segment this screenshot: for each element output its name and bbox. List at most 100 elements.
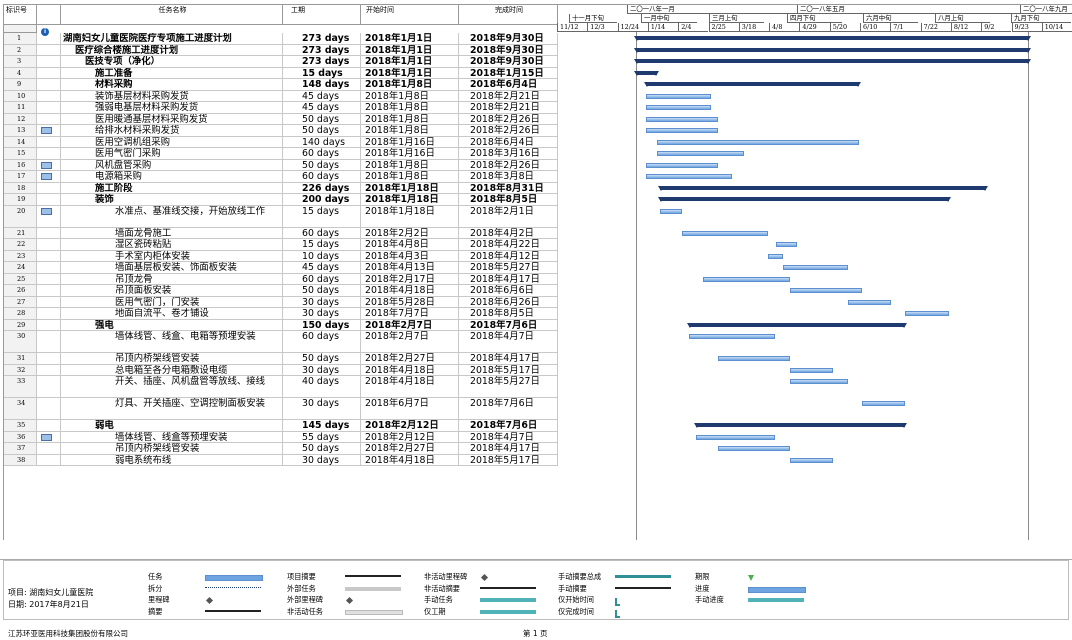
task-name[interactable]: 电源箱采购 (61, 171, 283, 182)
task-row[interactable]: 33 开关、插座、风机盘管等放线、接线 40 days 2018年4月18日 2018年… (4, 376, 558, 398)
task-row[interactable]: 32 总电箱至各分电箱敷设电缆 30 days 2018年4月18日 2018年5月17… (4, 364, 558, 376)
task-row[interactable]: 16 风机盘管采购 50 days 2018年1月8日 2018年2月26日 (4, 159, 558, 171)
task-name[interactable]: 装饰基层材料采购发货 (61, 90, 283, 101)
task-name[interactable]: 强弱电基层材料采购发货 (61, 102, 283, 113)
task-row[interactable]: 28 地面自流平、卷才铺设 30 days 2018年7月7日 2018年8月5日 (4, 308, 558, 320)
summary-bar[interactable] (686, 322, 908, 328)
summary-bar[interactable] (658, 185, 989, 191)
notes-icon[interactable] (41, 207, 52, 215)
task-bar[interactable] (645, 105, 711, 110)
task-name[interactable]: 吊顶面板安装 (61, 285, 283, 296)
task-name[interactable]: 医用气密门，门安装 (61, 296, 283, 307)
task-row[interactable]: 27 医用气密门，门安装 30 days 2018年5月28日 2018年6月26日 (4, 296, 558, 308)
task-row[interactable]: 22 湿区瓷砖粘贴 15 days 2018年4月8日 2018年4月22日 (4, 239, 558, 251)
task-name[interactable]: 总电箱至各分电箱敷设电缆 (61, 364, 283, 375)
task-row[interactable]: 9 材料采购 148 days 2018年1月8日 2018年6月4日 (4, 79, 558, 91)
column-header-indicator[interactable] (37, 5, 61, 25)
task-row[interactable]: 18 施工阶段 226 days 2018年1月18日 2018年8月31日 (4, 182, 558, 194)
task-name[interactable]: 弱电系统布线 (61, 454, 283, 465)
task-row[interactable]: 13 给排水材料采购发货 50 days 2018年1月8日 2018年2月26日 (4, 125, 558, 137)
task-name[interactable]: 施工阶段 (61, 182, 283, 193)
task-name[interactable]: 墙面龙骨施工 (61, 227, 283, 238)
task-bar[interactable] (847, 299, 891, 305)
task-row[interactable]: 11 强弱电基层材料采购发货 45 days 2018年1月8日 2018年2月21日 (4, 102, 558, 114)
summary-bar[interactable] (633, 70, 659, 76)
task-bar[interactable] (645, 116, 718, 122)
task-name[interactable]: 医用空调机组采购 (61, 136, 283, 147)
task-bar[interactable] (789, 379, 848, 384)
task-bar[interactable] (645, 162, 718, 168)
task-name[interactable]: 施工准备 (61, 67, 283, 78)
task-row[interactable]: 29 强电 150 days 2018年2月7日 2018年7月6日 (4, 319, 558, 331)
task-name[interactable]: 吊顶内桥架线管安装 (61, 353, 283, 364)
task-bar[interactable] (789, 367, 834, 373)
task-name[interactable]: 开关、插座、风机盘管等放线、接线 (61, 376, 283, 397)
task-bar[interactable] (862, 401, 906, 406)
task-row[interactable]: 12 医用暖通基层材料采购发货 50 days 2018年1月8日 2018年2月26日 (4, 113, 558, 125)
task-row[interactable]: 23 手术室内柜体安装 10 days 2018年4月3日 2018年4月12日 (4, 250, 558, 262)
task-bar[interactable] (717, 446, 790, 451)
task-bar[interactable] (681, 230, 769, 236)
summary-bar[interactable] (643, 82, 861, 87)
summary-bar[interactable] (633, 59, 1032, 64)
task-bar[interactable] (645, 93, 711, 99)
task-name[interactable]: 湿区瓷砖粘贴 (61, 239, 283, 250)
task-name[interactable]: 弱电 (61, 420, 283, 431)
task-bar[interactable] (657, 151, 744, 156)
task-bar[interactable] (696, 434, 776, 440)
task-row[interactable]: 31 吊顶内桥架线管安装 50 days 2018年2月27日 2018年4月17日 (4, 353, 558, 365)
task-name[interactable]: 风机盘管采购 (61, 159, 283, 170)
task-bar[interactable] (645, 128, 718, 133)
task-row[interactable]: 35 弱电 145 days 2018年2月12日 2018年7月6日 (4, 420, 558, 432)
column-header-id[interactable]: 标识号 (4, 5, 37, 25)
task-row[interactable]: 15 医用气密门采购 60 days 2018年1月16日 2018年3月16日 (4, 148, 558, 160)
task-row[interactable]: 25 吊顶龙骨 60 days 2018年2月17日 2018年4月17日 (4, 273, 558, 285)
task-name[interactable]: 水准点、基准线交接，开始放线工作 (61, 205, 283, 227)
task-name[interactable]: 给排水材料采购发货 (61, 125, 283, 136)
column-header-finish[interactable]: 完成时间 (459, 5, 558, 25)
task-name[interactable]: 墙面基层板安装、饰面板安装 (61, 262, 283, 273)
task-row[interactable]: 17 电源箱采购 60 days 2018年1月8日 2018年3月8日 (4, 171, 558, 183)
task-name[interactable]: 灯具、开关插座、空调控制面板安装 (61, 398, 283, 419)
task-row[interactable]: 38 弱电系统布线 30 days 2018年4月18日 2018年5月17日 (4, 454, 558, 466)
task-row[interactable]: 20 水准点、基准线交接，开始放线工作 15 days 2018年1月18日 2018年… (4, 205, 558, 228)
notes-icon[interactable] (41, 127, 52, 134)
summary-bar[interactable] (633, 36, 1032, 41)
task-name[interactable]: 墙体线管、线盒、电箱等预埋安装 (61, 331, 283, 352)
task-name[interactable]: 吊顶内桥架线管安装 (61, 443, 283, 454)
task-row[interactable]: 19 装饰 200 days 2018年1月18日 2018年8月5日 (4, 194, 558, 206)
task-bar[interactable] (660, 208, 682, 214)
task-name[interactable]: 吊顶龙骨 (61, 273, 283, 284)
column-header-start[interactable]: 开始时间 (361, 5, 459, 25)
summary-bar[interactable] (694, 423, 908, 428)
task-row[interactable]: 4 施工准备 15 days 2018年1月1日 2018年1月15日 (4, 67, 558, 79)
task-name[interactable]: 医技专项（净化） (61, 56, 283, 67)
task-bar[interactable] (775, 242, 798, 247)
task-row[interactable]: 26 吊顶面板安装 50 days 2018年4月18日 2018年6月6日 (4, 285, 558, 297)
task-name[interactable]: 装饰 (61, 194, 283, 205)
task-bar[interactable] (789, 288, 863, 293)
task-name[interactable]: 材料采购 (61, 79, 283, 90)
summary-bar[interactable] (658, 197, 951, 202)
task-bar[interactable] (703, 276, 790, 282)
task-bar[interactable] (789, 457, 834, 463)
task-row[interactable]: 3 医技专项（净化） 273 days 2018年1月1日 2018年9月30日 (4, 56, 558, 68)
task-bar[interactable] (657, 139, 860, 145)
task-row[interactable]: 2 医疗综合楼施工进度计划 273 days 2018年1月1日 2018年9月30日 (4, 44, 558, 56)
task-row[interactable]: 37 吊顶内桥架线管安装 50 days 2018年2月27日 2018年4月17日 (4, 443, 558, 455)
task-row[interactable]: 34 灯具、开关插座、空调控制面板安装 30 days 2018年6月7日 2018年7… (4, 398, 558, 420)
task-bar[interactable] (717, 356, 790, 361)
task-row[interactable]: 30 墙体线管、线盒、电箱等预埋安装 60 days 2018年2月7日 2018年4月… (4, 331, 558, 353)
task-bar[interactable] (645, 174, 733, 179)
task-name[interactable]: 手术室内柜体安装 (61, 250, 283, 261)
column-header-duration[interactable]: 工期 (283, 5, 361, 25)
task-name[interactable]: 医用暖通基层材料采购发货 (61, 113, 283, 124)
summary-bar[interactable] (633, 47, 1032, 53)
task-name[interactable]: 医用气密门采购 (61, 148, 283, 159)
notes-icon[interactable] (41, 161, 52, 169)
task-row[interactable]: 10 装饰基层材料采购发货 45 days 2018年1月8日 2018年2月21日 (4, 90, 558, 102)
notes-icon[interactable] (41, 433, 52, 441)
task-row[interactable]: 1 湖南妇女儿童医院医疗专项施工进度计划 273 days 2018年1月1日 2018… (4, 33, 558, 45)
task-row[interactable]: 21 墙面龙骨施工 60 days 2018年2月2日 2018年4月2日 (4, 227, 558, 239)
task-bar[interactable] (688, 334, 776, 339)
